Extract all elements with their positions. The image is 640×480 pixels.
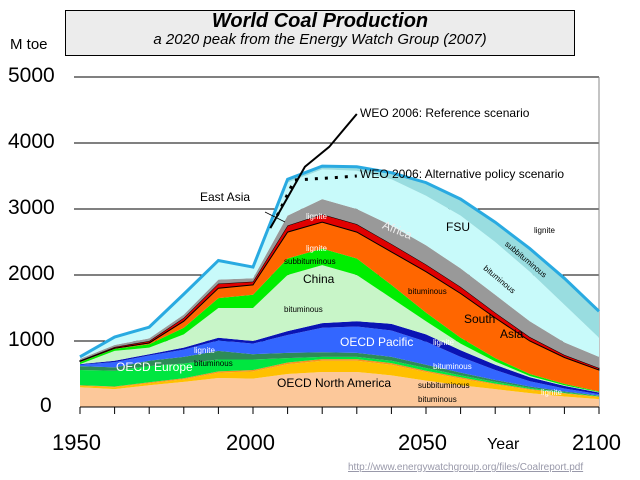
total-outline — [79, 164, 601, 359]
china-subbituminous-label: subbituminous — [284, 257, 336, 266]
fsu-label: FSU — [446, 220, 470, 234]
area-fsu-subbituminous-lignite — [80, 166, 599, 358]
na-lignite-label: lignite — [541, 388, 562, 397]
oecd-pacific-label: OECD Pacific — [340, 335, 414, 349]
china-label: China — [303, 272, 335, 286]
title-box: World Coal Production a 2020 peak from t… — [65, 10, 575, 56]
area-oecd-north-america-subbituminous — [80, 360, 599, 400]
y-tick-label: 1000 — [8, 328, 55, 351]
chart-title: World Coal Production — [211, 10, 429, 32]
east-asia-lignite-label: lignite — [306, 212, 327, 221]
fsu-lignite-label: lignite — [534, 226, 555, 235]
x-tick-label: 2050 — [398, 430, 447, 455]
y-tick-label: 3000 — [8, 196, 55, 219]
pacific-bituminous-label: bituminous — [433, 362, 472, 371]
east-asia-label: East Asia — [200, 190, 251, 204]
pacific-lignite-label: lignite — [433, 338, 454, 347]
south-asia-bituminous-label: bituminous — [408, 287, 447, 296]
area-oecd-north-america-bituminous — [80, 372, 599, 407]
area-oecd-europe-bituminous — [80, 356, 599, 397]
area-south-asia-bituminous — [80, 222, 599, 392]
reference-scenario-label: WEO 2006: Reference scenario — [360, 106, 530, 120]
na-bituminous-label: bituminous — [418, 395, 457, 404]
oecd-europe-label: OECD Europe — [116, 360, 193, 374]
x-axis-label: Year — [487, 436, 520, 453]
x-tick-label: 2000 — [226, 430, 275, 455]
na-subbituminous-label: subbituminous — [418, 381, 470, 390]
y-tick-label: 5000 — [8, 64, 55, 87]
oecd-north-america-label: OECD North America — [277, 376, 392, 390]
area-fsu-bituminous — [80, 169, 599, 359]
alternative-scenario-label: WEO 2006: Alternative policy scenario — [360, 167, 565, 181]
europe-lignite-label: lignite — [194, 346, 215, 355]
europe-bituminous-label: bituminous — [194, 359, 233, 368]
south-label: South — [464, 312, 496, 326]
area-china-bituminous — [80, 265, 599, 393]
chart-subtitle: a 2020 peak from the Energy Watch Group … — [153, 31, 487, 48]
y-tick-label: 2000 — [8, 262, 55, 285]
source-link[interactable]: http://www.energywatchgroup.org/files/Co… — [348, 462, 584, 473]
china-bituminous-label: bituminous — [284, 305, 323, 314]
china-lignite-label: lignite — [306, 244, 327, 253]
y-tick-label: 0 — [40, 394, 52, 417]
area-oecd-pacific-bituminous — [80, 326, 599, 396]
east-asia-leader — [264, 211, 286, 223]
y-tick-label: 4000 — [8, 130, 55, 153]
x-tick-label: 1950 — [52, 430, 101, 455]
asia-label: Asia — [500, 327, 524, 341]
x-tick-label: 2100 — [572, 430, 621, 455]
y-axis-label: M toe — [10, 36, 48, 53]
